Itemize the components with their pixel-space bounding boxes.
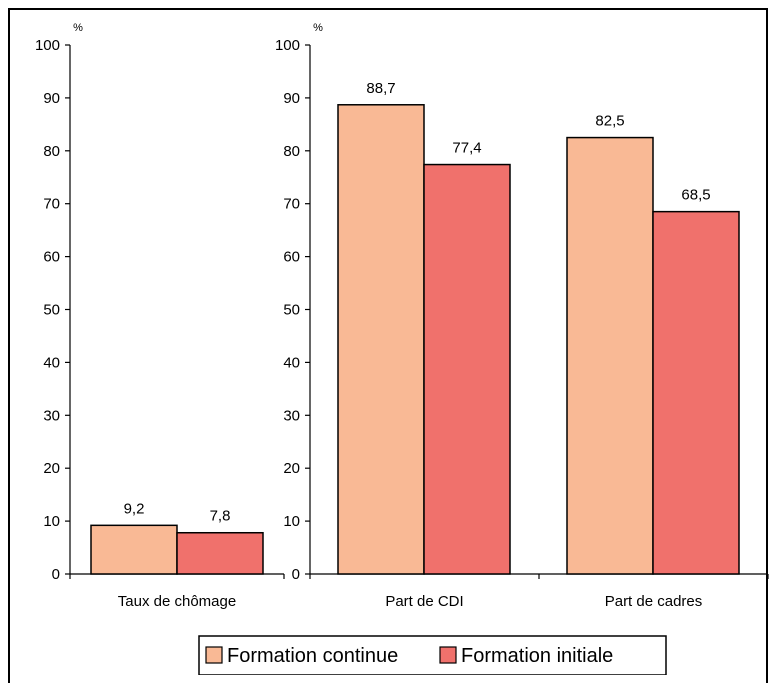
y-tick-label: 0 <box>292 566 300 583</box>
bar-formation-continue-taux-de-chomage <box>90 524 178 575</box>
bar-formation-initiale-part-de-cdi <box>423 163 511 575</box>
bar-formation-initiale-part-de-cadres <box>652 210 740 575</box>
y-tick-label: 70 <box>283 196 300 213</box>
chart-panel-unemployment: 0 10 20 30 40 50 60 70 80 90 100% 9,2 7,8 Taux de chô… <box>35 22 285 610</box>
data-label-formation-initiale-part-de-cdi: 77,4 <box>452 140 481 157</box>
bar-formation-continue-part-de-cdi <box>337 104 425 575</box>
bar-formation-initiale-taux-de-chomage <box>176 531 264 575</box>
y-unit-label: % <box>313 22 323 34</box>
category-label-taux-de-chomage: Taux de chômage <box>118 593 236 610</box>
y-tick-label: 30 <box>43 407 60 424</box>
y-tick-label: 0 <box>52 566 60 583</box>
y-tick-label: 40 <box>43 354 60 371</box>
y-tick-label: 90 <box>43 90 60 107</box>
data-label-formation-initiale-taux-de-chomage: 7,8 <box>210 508 231 525</box>
y-tick-label: 20 <box>283 460 300 477</box>
legend: Formation continue Formation initiale <box>198 635 667 675</box>
y-tick-label: 40 <box>283 354 300 371</box>
y-tick-label: 50 <box>283 302 300 319</box>
data-label-formation-initiale-part-de-cadres: 68,5 <box>681 187 710 204</box>
data-label-formation-continue-part-de-cdi: 88,7 <box>366 80 395 97</box>
legend-label-formation-continue: Formation continue <box>227 645 398 667</box>
y-unit-label: % <box>73 22 83 34</box>
y-tick-label: 30 <box>283 407 300 424</box>
y-tick-label: 80 <box>283 143 300 160</box>
category-label-part-de-cdi: Part de CDI <box>385 593 463 610</box>
legend-swatch-formation-continue <box>205 646 223 664</box>
y-tick-label: 70 <box>43 196 60 213</box>
data-label-formation-continue-part-de-cadres: 82,5 <box>595 113 624 130</box>
chart-frame <box>8 8 768 683</box>
bar-formation-continue-part-de-cadres <box>566 136 654 575</box>
y-tick-label: 80 <box>43 143 60 160</box>
legend-box <box>198 635 667 675</box>
chart-panel-cdi-cadres: 0 10 20 30 40 50 60 70 80 90 100% 88,7 77,4 Part de C… <box>275 22 769 610</box>
category-label-part-de-cadres: Part de cadres <box>605 593 703 610</box>
y-tick-label: 60 <box>283 249 300 266</box>
y-tick-label: 60 <box>43 249 60 266</box>
legend-label-formation-initiale: Formation initiale <box>461 645 613 667</box>
legend-swatch-formation-initiale <box>439 646 457 664</box>
data-label-formation-continue-taux-de-chomage: 9,2 <box>124 500 145 517</box>
y-tick-label: 100 <box>35 37 60 54</box>
y-tick-label: 10 <box>43 513 60 530</box>
y-tick-label: 90 <box>283 90 300 107</box>
y-tick-label: 50 <box>43 302 60 319</box>
y-tick-label: 100 <box>275 37 300 54</box>
y-tick-label: 10 <box>283 513 300 530</box>
y-tick-label: 20 <box>43 460 60 477</box>
